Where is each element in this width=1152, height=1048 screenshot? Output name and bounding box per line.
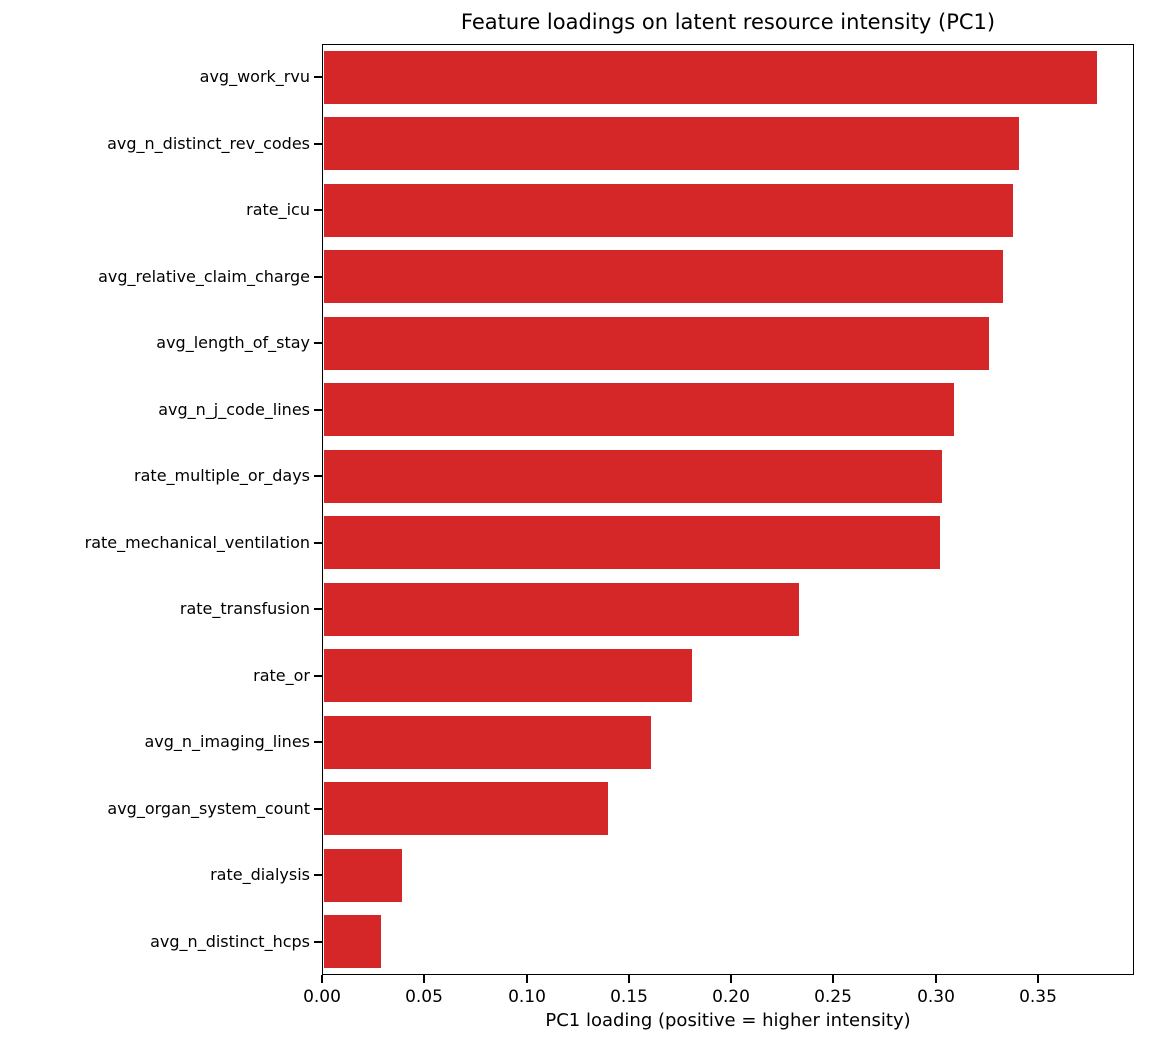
x-tick-mark (628, 975, 630, 983)
x-tick-label: 0.15 (610, 987, 648, 1007)
bar-avg_n_j_code_lines (324, 383, 954, 436)
y-tick-mark (314, 608, 322, 610)
y-category-label: avg_n_distinct_hcps (150, 932, 310, 951)
y-category-label: rate_or (253, 666, 310, 685)
x-tick-label: 0.35 (1019, 987, 1057, 1007)
y-tick-mark (314, 409, 322, 411)
y-category-label: avg_work_rvu (199, 67, 310, 86)
y-tick-mark (314, 209, 322, 211)
x-tick-label: 0.25 (814, 987, 852, 1007)
x-tick-label: 0.20 (712, 987, 750, 1007)
y-category-label: avg_organ_system_count (107, 799, 310, 818)
x-tick-mark (423, 975, 425, 983)
y-category-label: rate_icu (246, 200, 310, 219)
x-axis-label: PC1 loading (positive = higher intensity… (545, 1010, 911, 1031)
bar-avg_n_distinct_rev_codes (324, 117, 1019, 170)
y-tick-mark (314, 76, 322, 78)
y-category-label: rate_dialysis (210, 865, 310, 884)
y-tick-mark (314, 675, 322, 677)
y-category-label: avg_n_imaging_lines (144, 732, 310, 751)
x-tick-mark (935, 975, 937, 983)
x-tick-mark (321, 975, 323, 983)
bar-rate_dialysis (324, 849, 402, 902)
x-tick-mark (832, 975, 834, 983)
bar-rate_or (324, 649, 692, 702)
y-category-label: avg_relative_claim_charge (98, 267, 310, 286)
bar-avg_organ_system_count (324, 782, 608, 835)
x-tick-label: 0.10 (508, 987, 546, 1007)
chart-title: Feature loadings on latent resource inte… (460, 10, 996, 34)
bar-avg_work_rvu (324, 51, 1097, 104)
bar-rate_multiple_or_days (324, 450, 942, 503)
bar-avg_length_of_stay (324, 317, 989, 370)
bar-avg_n_distinct_hcps (324, 915, 381, 968)
y-tick-mark (314, 342, 322, 344)
y-tick-mark (314, 475, 322, 477)
y-tick-mark (314, 941, 322, 943)
y-tick-mark (314, 808, 322, 810)
y-category-label: rate_transfusion (179, 599, 310, 618)
x-tick-mark (526, 975, 528, 983)
y-category-label: rate_mechanical_ventilation (84, 533, 310, 552)
bar-avg_relative_claim_charge (324, 250, 1003, 303)
y-category-label: avg_n_j_code_lines (158, 400, 310, 419)
y-tick-mark (314, 143, 322, 145)
y-tick-mark (314, 741, 322, 743)
x-tick-mark (1037, 975, 1039, 983)
x-tick-label: 0.00 (303, 987, 341, 1007)
bar-rate_mechanical_ventilation (324, 516, 940, 569)
x-tick-label: 0.30 (917, 987, 955, 1007)
y-category-label: rate_multiple_or_days (134, 466, 310, 485)
y-tick-mark (314, 874, 322, 876)
y-tick-mark (314, 276, 322, 278)
y-tick-mark (314, 542, 322, 544)
y-category-label: avg_n_distinct_rev_codes (107, 134, 310, 153)
x-tick-mark (730, 975, 732, 983)
bar-rate_icu (324, 184, 1013, 237)
y-category-label: avg_length_of_stay (156, 333, 310, 352)
bar-avg_n_imaging_lines (324, 716, 651, 769)
bar-rate_transfusion (324, 583, 799, 636)
x-tick-label: 0.05 (405, 987, 443, 1007)
